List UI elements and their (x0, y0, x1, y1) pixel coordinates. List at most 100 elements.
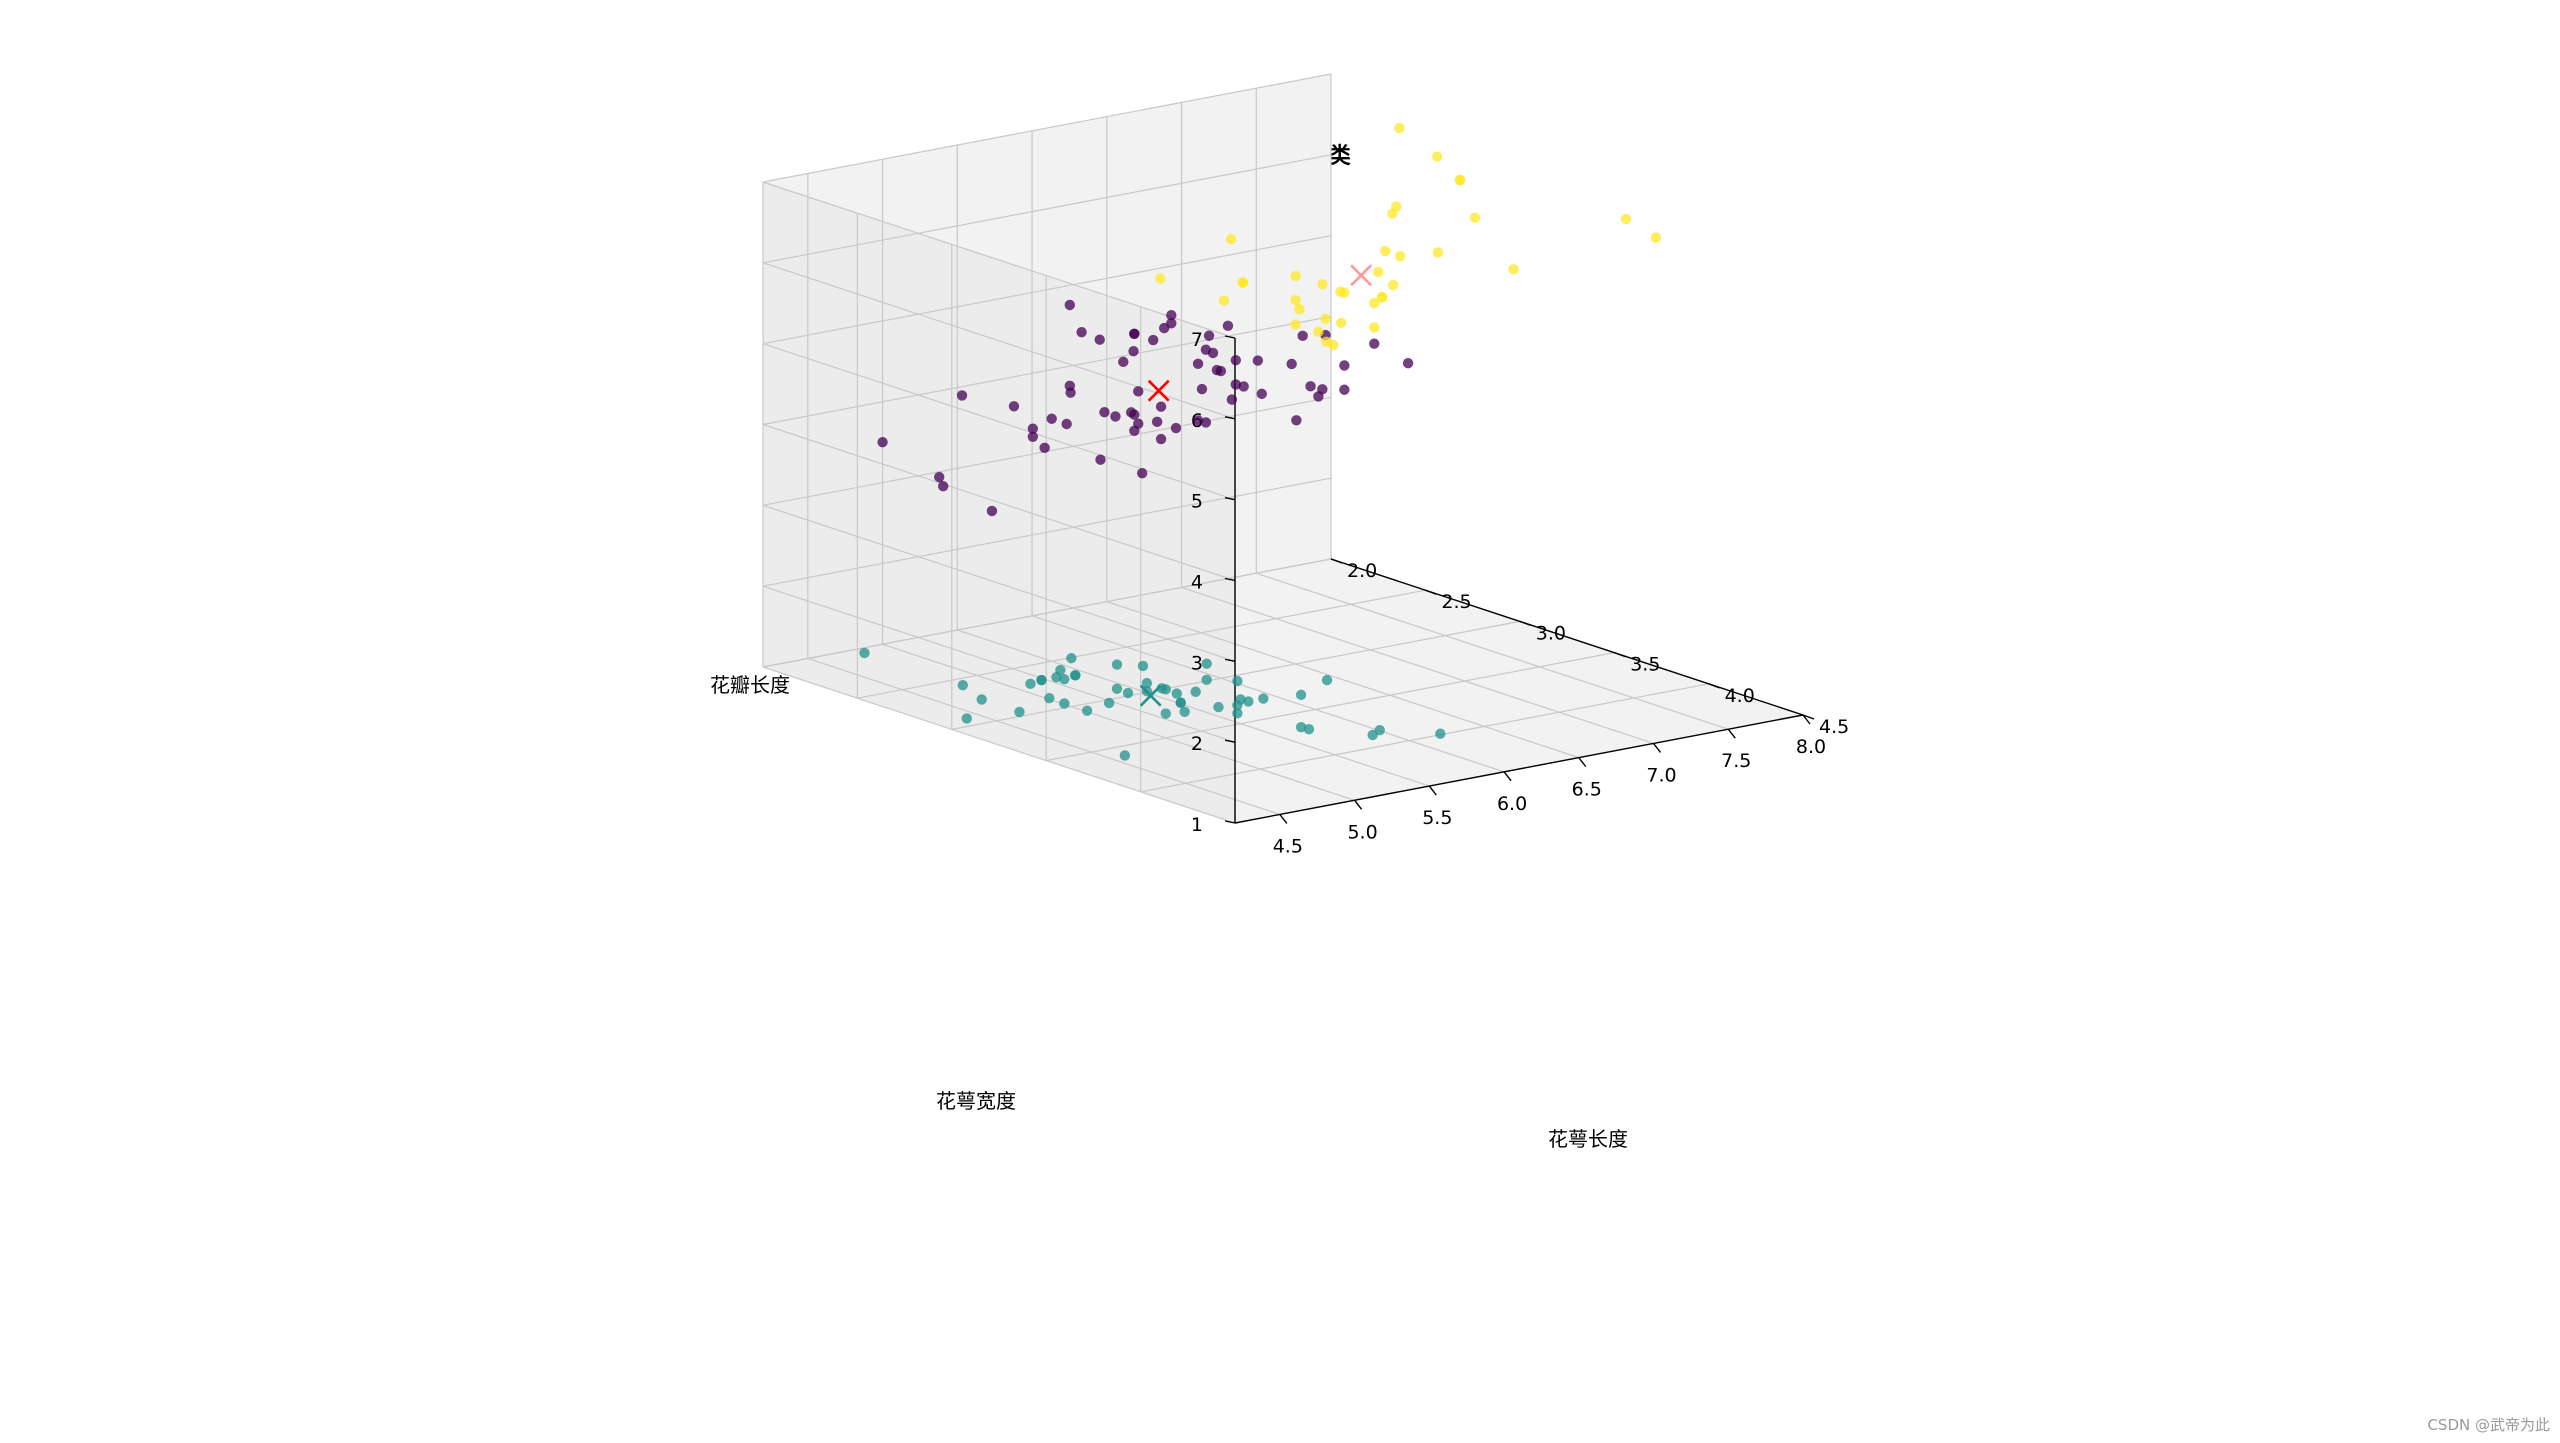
data-point (937, 480, 949, 492)
data-point (1136, 468, 1148, 479)
grid-line (762, 423, 1236, 582)
data-point (1147, 334, 1159, 346)
data-point (1118, 356, 1129, 368)
grid-line (762, 585, 1236, 743)
data-point (1295, 689, 1307, 701)
data-point (1431, 151, 1443, 162)
data-point (1027, 431, 1039, 442)
axis-labels: 花萼长度 花萼宽度 花瓣长度 (710, 673, 1628, 1151)
x-tick-mark (1354, 799, 1363, 810)
data-point (1119, 750, 1131, 761)
data-point (1160, 684, 1171, 695)
data-point (1025, 678, 1036, 690)
y-axis-label: 花萼宽度 (936, 1089, 1016, 1113)
x-tick-label: 7.5 (1721, 750, 1751, 772)
data-point (1099, 407, 1110, 418)
x-axis-label: 花萼长度 (1548, 1127, 1628, 1151)
z-tick-mark (1224, 820, 1236, 824)
data-point (1238, 381, 1249, 392)
y-tick-label: 3.0 (1536, 622, 1566, 644)
grid-line (762, 181, 1236, 339)
data-point (1046, 413, 1057, 424)
x-tick-mark (1503, 771, 1512, 782)
data-point (1190, 686, 1201, 697)
data-point (1402, 358, 1414, 369)
z-tick-label: 5 (1191, 491, 1203, 513)
data-point (1027, 423, 1039, 434)
y-tick-label: 3.5 (1630, 654, 1660, 676)
data-point (1066, 652, 1077, 664)
data-point (1171, 688, 1182, 699)
data-point (976, 694, 987, 705)
data-point (1095, 454, 1106, 465)
x-tick-mark (1727, 728, 1736, 739)
x-tick-mark (1802, 714, 1811, 725)
x-tick-label: 7.0 (1646, 764, 1676, 786)
data-point (1081, 705, 1093, 716)
y-tick-label: 2.0 (1347, 560, 1377, 582)
y-tick-mark (1519, 620, 1532, 627)
data-point (1369, 298, 1380, 309)
z-tick-mark (1224, 577, 1236, 582)
axis-panes (763, 74, 1803, 823)
grid-line (762, 477, 1332, 587)
data-point (1291, 415, 1302, 426)
data-point (1320, 313, 1331, 325)
grid-line (882, 643, 1355, 801)
data-point (1218, 295, 1230, 306)
data-point (1061, 418, 1072, 430)
y-axis-line (1330, 558, 1804, 716)
data-point (1155, 273, 1166, 284)
data-point (1339, 287, 1350, 298)
data-point (1196, 383, 1208, 395)
x-tick-label: 4.5 (1273, 835, 1303, 857)
tick-labels: 4.5 5.0 5.5 6.0 6.5 7.0 7.5 8.0 2.0 2.5 3.0 3.5 4.0 4… (1191, 329, 1849, 857)
data-point (1201, 658, 1212, 669)
data-point (1170, 422, 1182, 434)
data-point (1215, 365, 1227, 377)
data-point (1166, 309, 1177, 321)
grid-line (1031, 615, 1505, 773)
data-point (1376, 291, 1388, 303)
grid-line (762, 666, 1236, 824)
data-point (1256, 388, 1267, 400)
data-point (986, 505, 998, 517)
x-tick-label: 5.0 (1347, 821, 1377, 843)
data-point (1070, 670, 1081, 681)
data-point (1336, 317, 1347, 329)
data-point (1290, 295, 1301, 306)
data-point (1065, 387, 1076, 398)
data-point (1230, 379, 1242, 390)
data-point (1192, 415, 1204, 426)
data-point (1160, 708, 1171, 719)
data-point (1454, 174, 1466, 186)
data-point (1203, 330, 1215, 341)
grid-line (1256, 572, 1729, 730)
data-point (1252, 355, 1264, 366)
y-tick-mark (1802, 714, 1815, 720)
data-point (1435, 728, 1446, 739)
data-point (934, 471, 945, 483)
data-point (1290, 270, 1301, 282)
data-point (1469, 212, 1481, 223)
data-point (1387, 280, 1399, 291)
data-point (1237, 277, 1249, 288)
data-point (1128, 346, 1139, 357)
data-point (1110, 411, 1121, 422)
data-point (1008, 401, 1020, 412)
y-tick-mark (1613, 651, 1626, 658)
grid-line (762, 315, 1332, 426)
data-point (1321, 336, 1332, 348)
data-point (1387, 208, 1398, 219)
data-point (1044, 692, 1055, 704)
data-point (1151, 416, 1163, 428)
z-tick-mark (1224, 658, 1236, 663)
centroid-stroke (1350, 264, 1373, 287)
data-point (1339, 384, 1350, 395)
data-point (1059, 673, 1070, 685)
grid-line (807, 657, 1281, 816)
data-point (1295, 722, 1307, 733)
grid-line (1181, 586, 1654, 744)
data-point (1303, 724, 1315, 735)
grid-line (762, 235, 1332, 345)
